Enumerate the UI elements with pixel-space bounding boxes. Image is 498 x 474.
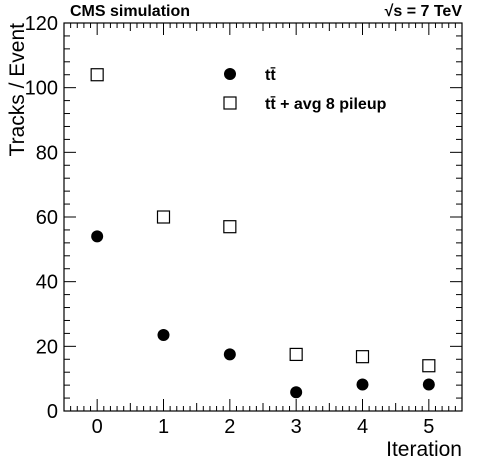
x-tick-label: 3 xyxy=(291,416,302,438)
y-tick-label: 40 xyxy=(36,272,58,294)
y-tick-label: 100 xyxy=(25,78,58,100)
series-0-point xyxy=(157,329,170,342)
axis-tick-labels: 0 1 2 3 4 5 0 20 40 60 80 100 120 xyxy=(25,13,435,438)
series-0-point xyxy=(422,378,435,391)
y-tick-label: 80 xyxy=(36,142,58,164)
legend-label-series-1: tt̄ + avg 8 pileup xyxy=(265,95,387,113)
header-left-label: CMS simulation xyxy=(70,3,190,20)
x-axis-label: Iteration xyxy=(386,438,462,461)
x-tick-label: 4 xyxy=(357,416,368,438)
plot-frame xyxy=(63,22,463,412)
series-1-point xyxy=(156,210,171,224)
series-1-point xyxy=(90,68,104,82)
x-tick-label: 1 xyxy=(158,416,169,438)
data-points xyxy=(90,68,436,399)
legend: tt̄ tt̄ + avg 8 pileup xyxy=(223,66,387,113)
y-tick-label: 20 xyxy=(36,336,58,358)
y-tick-label: 120 xyxy=(25,13,58,35)
y-tick-label: 0 xyxy=(47,401,58,423)
header-right-label: √s = 7 TeV xyxy=(385,3,463,20)
series-1-point xyxy=(355,350,370,364)
series-0-point xyxy=(91,230,104,243)
y-tick-label: 60 xyxy=(36,207,58,229)
series-1-point xyxy=(223,220,237,234)
series-0-point xyxy=(290,386,303,399)
series-0-point xyxy=(356,378,369,391)
series-1-point xyxy=(289,347,303,362)
legend-label-series-0: tt̄ xyxy=(265,66,276,84)
x-tick-label: 5 xyxy=(423,416,434,438)
x-tick-label: 0 xyxy=(92,416,103,438)
legend-marker-series-0 xyxy=(224,68,236,80)
legend-marker-series-1 xyxy=(223,96,237,110)
series-1-point xyxy=(422,359,436,373)
y-axis-label: Tracks / Event xyxy=(6,23,29,157)
axis-ticks xyxy=(63,22,463,412)
x-tick-label: 2 xyxy=(224,416,235,438)
series-0-point xyxy=(223,348,236,361)
